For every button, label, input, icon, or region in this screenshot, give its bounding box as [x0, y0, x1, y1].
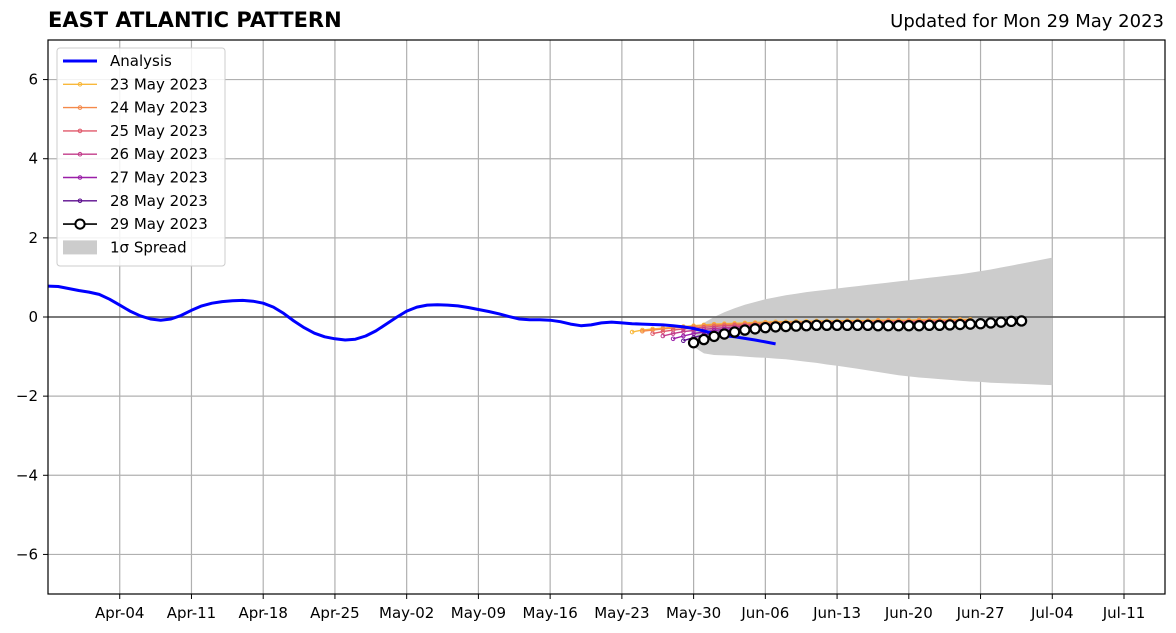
forecast-point-latest [718, 328, 731, 340]
x-tick-label: May-09 [451, 604, 506, 622]
legend-marker-forecast [77, 198, 83, 204]
legend-marker-forecast [77, 128, 83, 134]
x-tick-label: Apr-11 [167, 604, 217, 622]
x-tick-label: Jul-11 [1102, 604, 1146, 622]
x-tick-label: Jun-13 [812, 604, 861, 622]
forecast-point-latest [769, 321, 782, 333]
plot-area [48, 257, 1165, 386]
forecast-point-latest [851, 319, 864, 332]
legend-box [56, 47, 226, 267]
legend: Analysis 23 May 2023 24 May 2023 25 May 202… [56, 47, 226, 267]
x-tick-label: May-23 [594, 604, 649, 622]
x-tick-label: May-30 [666, 604, 721, 622]
forecast-point-latest [841, 319, 854, 332]
forecast-point-latest [739, 324, 751, 336]
legend-label-forecast: 28 May 2023 [110, 192, 208, 210]
forecast-point-latest [944, 319, 956, 331]
forecast-point-latest [995, 316, 1007, 328]
y-axis: 6 4 2 0 −2 −4 −6 [16, 71, 48, 563]
forecast-point-latest [800, 320, 813, 332]
x-tick-label: Jun-06 [740, 604, 789, 622]
forecast-point-latest [749, 323, 761, 335]
legend-label-forecast: 24 May 2023 [110, 99, 208, 117]
forecast-point-latest [882, 320, 895, 332]
legend-marker-forecast [77, 175, 83, 180]
legend-swatch-spread [63, 240, 97, 255]
forecast-point-latest [862, 319, 874, 332]
forecast-point-1 [640, 328, 645, 334]
legend-label-forecast: 27 May 2023 [110, 169, 208, 187]
forecast-point-3 [681, 329, 686, 334]
forecast-point-0 [629, 329, 635, 335]
y-tick-label: 4 [28, 150, 38, 168]
forecast-point-latest [1005, 315, 1017, 328]
legend-label-analysis: Analysis [110, 52, 172, 70]
forecast-point-latest [954, 318, 966, 331]
analysis-line [48, 284, 776, 346]
forecast-point-latest [780, 320, 792, 333]
legend-label-forecast: 23 May 2023 [110, 75, 208, 93]
y-tick-label: −4 [16, 466, 38, 484]
forecast-point-latest [1015, 315, 1028, 327]
forecast-point-latest [872, 320, 884, 332]
forecast-point-latest [933, 319, 946, 332]
forecast-point-5 [681, 338, 686, 344]
legend-marker-forecast [77, 105, 83, 110]
legend-marker-latest [74, 218, 86, 230]
forecast-point-latest [728, 326, 741, 338]
y-tick-label: 6 [28, 71, 38, 89]
y-tick-label: 0 [28, 308, 38, 326]
chart-title: EAST ATLANTIC PATTERN [48, 8, 342, 32]
x-axis: Apr-04 Apr-11 Apr-18 Apr-25 May-02 May-09 May-… [95, 594, 1145, 622]
forecast-point-latest [985, 317, 997, 329]
legend-label-spread: 1σ Spread [110, 238, 187, 256]
x-tick-label: May-02 [379, 604, 434, 622]
forecast-point-latest [903, 320, 915, 332]
forecast-point-3 [670, 331, 676, 336]
forecast-point-latest [708, 330, 720, 343]
forecast-point-latest [821, 319, 833, 332]
forecast-point-4 [681, 333, 686, 339]
forecast-point-latest [759, 321, 772, 334]
forecast-point-latest [790, 320, 802, 332]
forecast-point-4 [670, 336, 676, 342]
x-tick-label: Apr-18 [238, 604, 288, 622]
forecast-series-latest [687, 315, 1028, 349]
forecast-point-1 [660, 326, 666, 332]
y-tick-label: −2 [16, 387, 38, 405]
forecast-point-latest [974, 318, 987, 330]
x-tick-label: May-16 [523, 604, 578, 622]
legend-marker-forecast [77, 82, 83, 87]
legend-label-forecast: 25 May 2023 [110, 122, 208, 140]
x-tick-label: Apr-04 [95, 604, 145, 622]
forecast-point-latest [913, 320, 925, 332]
y-tick-label: 2 [28, 229, 38, 247]
forecast-point-latest [964, 318, 976, 330]
forecast-point-3 [660, 333, 666, 339]
forecast-point-2 [660, 329, 666, 334]
forecast-point-latest [687, 337, 700, 349]
forecast-point-2 [650, 331, 655, 336]
legend-label-forecast: 29 May 2023 [110, 215, 208, 233]
y-tick-label: −6 [16, 545, 38, 563]
legend-label-forecast: 26 May 2023 [110, 145, 208, 163]
forecast-point-latest [698, 333, 710, 346]
x-tick-label: Jun-20 [884, 604, 933, 622]
forecast-point-latest [810, 319, 823, 332]
legend-marker-forecast [77, 151, 83, 157]
forecast-point-latest [923, 319, 936, 332]
x-tick-label: Jul-04 [1030, 604, 1074, 622]
x-tick-label: Jun-27 [956, 604, 1005, 622]
forecast-point-latest [892, 320, 905, 332]
chart-subtitle: Updated for Mon 29 May 2023 [890, 11, 1164, 32]
forecast-point-latest [831, 319, 843, 332]
x-tick-label: Apr-25 [310, 604, 360, 622]
